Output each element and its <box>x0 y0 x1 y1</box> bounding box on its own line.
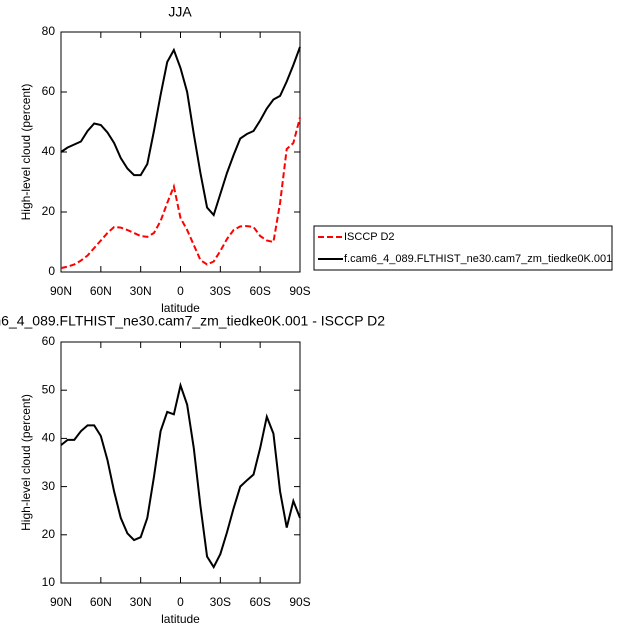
data-line <box>60 381 301 570</box>
y-tick-label: 40 <box>42 431 56 445</box>
y-tick-label: 10 <box>42 575 56 589</box>
y-tick-label: 60 <box>42 334 56 348</box>
x-tick-label: 90S <box>289 284 310 298</box>
y-axis-label: High-level cloud (percent) <box>19 394 33 531</box>
legend-box <box>313 225 613 271</box>
x-tick-label: 90N <box>50 595 72 609</box>
x-tick-label: 30S <box>210 284 231 298</box>
x-tick-label: 90N <box>50 284 72 298</box>
legend-label: f.cam6_4_089.FLTHIST_ne30.cam7_zm_tiedke… <box>344 253 612 265</box>
x-tick-label: 90S <box>289 595 310 609</box>
x-tick-label: 0 <box>177 595 184 609</box>
legend-label: ISCCP D2 <box>344 231 395 243</box>
y-tick-label: 50 <box>42 382 56 396</box>
x-tick-label: 60N <box>90 595 112 609</box>
y-tick-label: 20 <box>42 204 56 218</box>
y-tick-label: 30 <box>42 479 56 493</box>
y-tick-label: 80 <box>42 24 56 38</box>
y-tick-label: 60 <box>42 84 56 98</box>
chart-title: f.cam6_4_089.FLTHIST_ne30.cam7_zm_tiedke… <box>0 313 385 329</box>
x-tick-label: 30N <box>130 284 152 298</box>
x-tick-label: 30N <box>130 595 152 609</box>
data-line <box>60 46 301 217</box>
x-axis-label: latitude <box>161 301 200 315</box>
x-axis-label: latitude <box>161 612 200 626</box>
data-line <box>60 117 301 270</box>
x-tick-label: 0 <box>177 284 184 298</box>
y-tick-label: 40 <box>42 144 56 158</box>
x-tick-label: 30S <box>210 595 231 609</box>
y-tick-label: 20 <box>42 527 56 541</box>
y-axis-label: High-level cloud (percent) <box>19 84 33 221</box>
x-tick-label: 60S <box>249 595 270 609</box>
x-tick-label: 60S <box>249 284 270 298</box>
y-tick-label: 0 <box>48 264 55 278</box>
chart-title: JJA <box>168 4 192 20</box>
x-tick-label: 60N <box>90 284 112 298</box>
plot-frame <box>60 341 301 584</box>
